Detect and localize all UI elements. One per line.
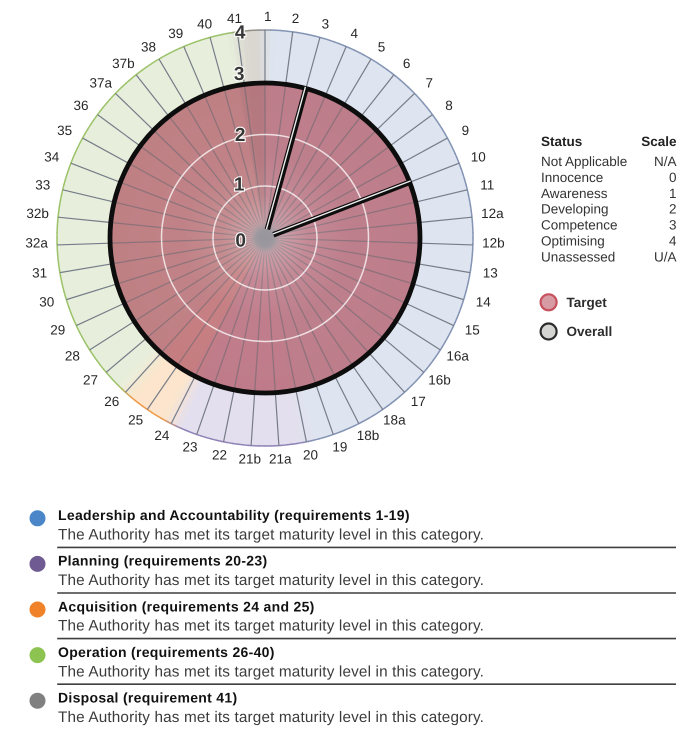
svg-text:33: 33 xyxy=(35,177,50,192)
svg-text:32b: 32b xyxy=(26,206,49,221)
svg-text:19: 19 xyxy=(332,439,347,454)
svg-text:Scale: Scale xyxy=(641,134,677,149)
svg-text:39: 39 xyxy=(168,26,183,41)
svg-text:26: 26 xyxy=(104,394,119,409)
svg-text:25: 25 xyxy=(128,413,143,428)
svg-text:23: 23 xyxy=(183,439,198,454)
svg-text:36: 36 xyxy=(74,98,89,113)
svg-text:Status: Status xyxy=(541,134,582,149)
svg-text:0: 0 xyxy=(669,170,677,185)
svg-text:Leadership and Accountability: Leadership and Accountability (requireme… xyxy=(58,507,410,523)
svg-text:2: 2 xyxy=(235,125,246,146)
svg-text:15: 15 xyxy=(465,322,480,337)
svg-text:3: 3 xyxy=(669,218,677,233)
svg-text:The Authority has met its targ: The Authority has met its target maturit… xyxy=(58,618,484,635)
svg-text:28: 28 xyxy=(65,349,80,364)
svg-text:31: 31 xyxy=(32,265,47,280)
svg-text:3: 3 xyxy=(234,64,245,85)
svg-text:16b: 16b xyxy=(428,373,451,388)
svg-text:20: 20 xyxy=(303,447,318,462)
svg-text:32a: 32a xyxy=(25,236,48,251)
svg-text:14: 14 xyxy=(476,294,492,309)
svg-text:37b: 37b xyxy=(112,56,135,71)
svg-text:Innocence: Innocence xyxy=(541,170,603,185)
svg-text:21b: 21b xyxy=(238,451,261,466)
svg-text:4: 4 xyxy=(350,26,358,41)
svg-text:30: 30 xyxy=(39,294,54,309)
svg-text:24: 24 xyxy=(154,428,170,443)
svg-text:12a: 12a xyxy=(481,206,504,221)
svg-text:13: 13 xyxy=(483,265,498,280)
svg-text:Planning (requirements 20-23): Planning (requirements 20-23) xyxy=(58,553,267,569)
svg-text:7: 7 xyxy=(425,76,433,91)
svg-text:40: 40 xyxy=(197,17,212,32)
svg-text:Operation (requirements 26-40): Operation (requirements 26-40) xyxy=(58,644,275,660)
svg-text:Target: Target xyxy=(567,295,608,310)
svg-text:Acquisition (requirements 24 a: Acquisition (requirements 24 and 25) xyxy=(58,598,315,614)
svg-text:37a: 37a xyxy=(89,76,112,91)
svg-text:Overall: Overall xyxy=(567,324,613,339)
svg-text:Unassessed: Unassessed xyxy=(541,249,615,264)
svg-text:5: 5 xyxy=(378,39,386,54)
svg-text:9: 9 xyxy=(462,123,470,138)
svg-text:The Authority has met its targ: The Authority has met its target maturit… xyxy=(58,709,484,726)
svg-text:1: 1 xyxy=(669,186,677,201)
svg-text:4: 4 xyxy=(235,23,246,44)
svg-text:21a: 21a xyxy=(269,451,292,466)
svg-text:11: 11 xyxy=(480,177,494,192)
svg-text:22: 22 xyxy=(212,447,227,462)
svg-text:10: 10 xyxy=(471,149,486,164)
svg-text:Competence: Competence xyxy=(541,218,618,233)
svg-text:Optimising: Optimising xyxy=(541,234,605,249)
svg-text:Awareness: Awareness xyxy=(541,186,608,201)
svg-text:27: 27 xyxy=(83,373,98,388)
svg-text:1: 1 xyxy=(234,175,245,196)
svg-text:Developing: Developing xyxy=(541,202,609,217)
svg-text:41: 41 xyxy=(227,11,242,26)
svg-text:16a: 16a xyxy=(446,349,469,364)
svg-text:The Authority has met its targ: The Authority has met its target maturit… xyxy=(58,527,484,544)
svg-text:35: 35 xyxy=(57,123,72,138)
svg-text:N/A: N/A xyxy=(654,154,677,169)
svg-text:34: 34 xyxy=(44,149,60,164)
svg-text:18b: 18b xyxy=(357,428,380,443)
svg-text:12b: 12b xyxy=(482,236,505,251)
svg-text:The Authority has met its targ: The Authority has met its target maturit… xyxy=(58,663,484,680)
svg-text:2: 2 xyxy=(669,202,677,217)
svg-text:3: 3 xyxy=(322,17,330,32)
svg-text:17: 17 xyxy=(411,394,426,409)
svg-text:4: 4 xyxy=(669,234,677,249)
svg-text:2: 2 xyxy=(292,11,300,26)
svg-text:Not Applicable: Not Applicable xyxy=(541,154,627,169)
svg-text:0: 0 xyxy=(235,231,246,252)
svg-text:The Authority has met its targ: The Authority has met its target maturit… xyxy=(58,572,484,589)
svg-text:18a: 18a xyxy=(383,413,406,428)
svg-text:U/A: U/A xyxy=(654,249,677,264)
svg-text:38: 38 xyxy=(141,39,156,54)
svg-text:6: 6 xyxy=(403,56,411,71)
svg-text:Disposal (requirement 41): Disposal (requirement 41) xyxy=(58,690,237,706)
svg-text:1: 1 xyxy=(264,9,272,24)
svg-text:29: 29 xyxy=(50,322,65,337)
svg-text:8: 8 xyxy=(445,98,453,113)
